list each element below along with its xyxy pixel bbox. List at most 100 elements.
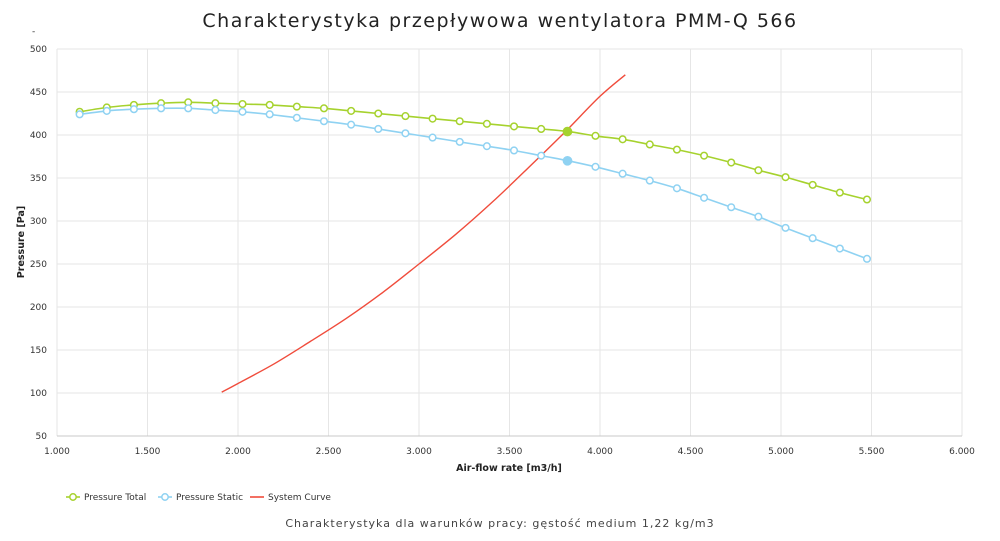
x-tick-label: 6.000 (949, 447, 975, 457)
x-tick-label: 1.500 (135, 447, 161, 457)
marker-group (75, 98, 872, 263)
series-group (79, 74, 868, 393)
legend-swatch-marker (69, 493, 77, 501)
y-tick-label: 350 (30, 174, 47, 184)
marker-pressure-static[interactable] (754, 212, 763, 221)
y-tick-label: 200 (30, 303, 47, 313)
marker-pressure-static[interactable] (537, 151, 546, 160)
y-tick-label: 300 (30, 217, 47, 227)
marker-pressure-total[interactable] (700, 151, 709, 160)
marker-pressure-static[interactable] (265, 110, 274, 119)
marker-pressure-total[interactable] (401, 112, 410, 121)
series-line-pressure-total (79, 101, 868, 201)
marker-pressure-total[interactable] (754, 166, 763, 175)
marker-pressure-static[interactable] (835, 244, 844, 253)
legend-label: System Curve (268, 493, 331, 503)
marker-pressure-static[interactable] (129, 105, 138, 114)
marker-pressure-static[interactable] (618, 169, 627, 178)
marker-pressure-total[interactable] (455, 117, 464, 126)
operating-point-pressure-total[interactable] (562, 126, 573, 137)
marker-pressure-static[interactable] (509, 146, 519, 155)
marker-pressure-total[interactable] (645, 140, 654, 149)
marker-pressure-static[interactable] (75, 110, 84, 119)
marker-pressure-total[interactable] (347, 106, 356, 115)
series-line-system-curve (221, 74, 626, 393)
marker-pressure-total[interactable] (428, 114, 437, 123)
x-tick-label: 5.500 (859, 447, 885, 457)
chart-caption: Charakterystyka dla warunków pracy: gęst… (285, 517, 715, 530)
marker-pressure-static[interactable] (292, 113, 301, 122)
marker-pressure-total[interactable] (319, 104, 329, 113)
chart-title: Charakterystyka przepływowa wentylatora … (202, 10, 798, 32)
legend[interactable]: Pressure Total Pressure Static System Curv… (66, 493, 331, 503)
marker-pressure-total[interactable] (265, 100, 274, 109)
y-tick-label: 500 (30, 45, 47, 55)
marker-pressure-total[interactable] (808, 180, 817, 189)
marker-pressure-static[interactable] (238, 107, 247, 116)
marker-pressure-static[interactable] (347, 120, 356, 129)
marker-pressure-static[interactable] (211, 106, 220, 115)
marker-pressure-static[interactable] (727, 203, 736, 212)
marker-pressure-total[interactable] (727, 158, 736, 167)
grid (56, 48, 963, 437)
y-tick-label: 400 (30, 131, 47, 141)
x-tick-label: 3.500 (497, 447, 523, 457)
x-tick-label: 2.000 (225, 447, 251, 457)
marker-pressure-static[interactable] (157, 104, 166, 113)
marker-pressure-total[interactable] (482, 119, 491, 128)
y-axis-label: Pressure [Pa] (16, 206, 27, 278)
legend-item-pressure-static[interactable]: Pressure Static (158, 493, 243, 503)
x-tick-label: 4.000 (587, 447, 613, 457)
series-line-pressure-static (79, 107, 868, 260)
marker-pressure-static[interactable] (374, 124, 383, 134)
marker-pressure-total[interactable] (211, 99, 220, 108)
x-tick-labels: 1.000 1.500 2.000 2.500 3.000 3.500 4.000 4.500… (44, 447, 975, 457)
marker-pressure-static[interactable] (808, 234, 817, 243)
marker-pressure-static[interactable] (700, 193, 709, 202)
y-tick-label: 450 (30, 88, 47, 98)
marker-pressure-total[interactable] (781, 173, 790, 182)
y-tick-labels: 50 100 150 200 250 300 350 400 450 500 (30, 45, 47, 442)
stray-mark: - (32, 27, 35, 37)
legend-swatch-marker (161, 493, 169, 501)
legend-label: Pressure Static (176, 493, 243, 503)
y-tick-label: 100 (30, 389, 47, 399)
y-tick-label: 150 (30, 346, 47, 356)
marker-pressure-static[interactable] (482, 142, 491, 151)
marker-pressure-total[interactable] (238, 99, 247, 109)
marker-pressure-total[interactable] (292, 102, 301, 111)
marker-pressure-total[interactable] (509, 122, 519, 131)
y-tick-label: 50 (36, 432, 48, 442)
x-tick-label: 5.000 (768, 447, 794, 457)
marker-pressure-static[interactable] (428, 133, 437, 142)
marker-pressure-static[interactable] (862, 254, 872, 263)
marker-pressure-total[interactable] (618, 135, 627, 144)
x-tick-label: 2.500 (316, 447, 342, 457)
marker-pressure-total[interactable] (862, 195, 872, 204)
legend-label: Pressure Total (84, 493, 146, 503)
marker-pressure-static[interactable] (401, 129, 410, 138)
x-axis-label: Air-flow rate [m3/h] (456, 463, 562, 474)
y-tick-label: 250 (30, 260, 47, 270)
marker-pressure-total[interactable] (591, 131, 600, 140)
marker-pressure-static[interactable] (184, 104, 193, 113)
legend-item-pressure-total[interactable]: Pressure Total (66, 493, 146, 503)
marker-pressure-static[interactable] (781, 223, 790, 232)
marker-pressure-static[interactable] (319, 117, 329, 126)
x-tick-label: 3.000 (406, 447, 432, 457)
operating-point-pressure-static[interactable] (562, 156, 573, 166)
marker-pressure-static[interactable] (102, 106, 111, 115)
x-tick-label: 4.500 (678, 447, 704, 457)
marker-pressure-total[interactable] (672, 145, 681, 154)
x-tick-label: 1.000 (44, 447, 70, 457)
operating-points (562, 126, 573, 166)
marker-pressure-static[interactable] (645, 176, 654, 185)
marker-pressure-static[interactable] (455, 137, 464, 146)
legend-item-system-curve[interactable]: System Curve (250, 493, 331, 503)
marker-pressure-total[interactable] (374, 109, 383, 118)
marker-pressure-total[interactable] (537, 124, 546, 134)
marker-pressure-static[interactable] (672, 184, 681, 193)
marker-pressure-static[interactable] (591, 162, 600, 171)
marker-pressure-total[interactable] (835, 188, 844, 197)
